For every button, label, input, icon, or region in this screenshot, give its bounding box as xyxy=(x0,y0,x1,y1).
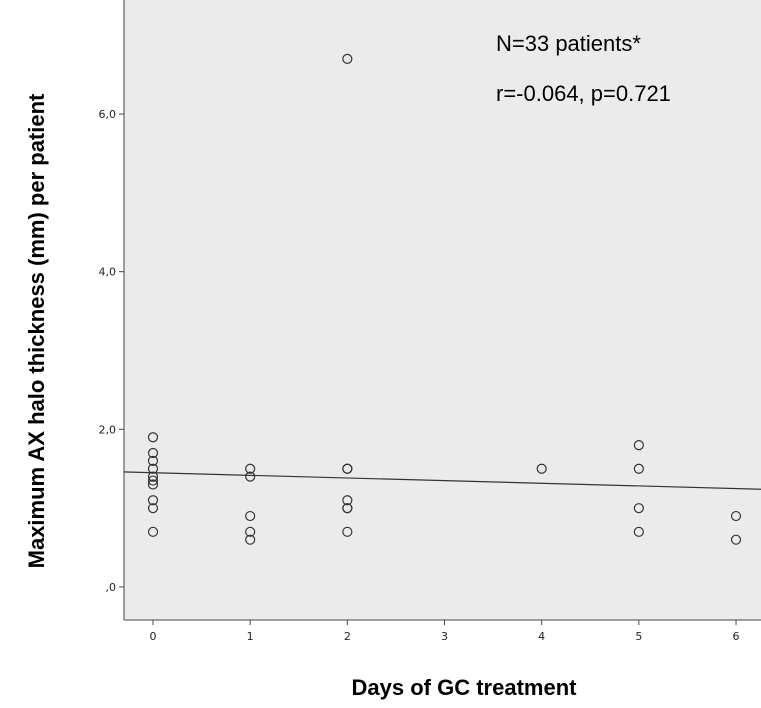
data-point xyxy=(147,463,159,474)
data-point xyxy=(342,463,353,474)
data-point xyxy=(342,53,353,64)
data-point xyxy=(245,471,256,482)
data-point xyxy=(245,526,256,537)
regression-line-layer xyxy=(123,471,761,490)
data-point xyxy=(633,463,644,474)
annotation-stats: r=-0.064, p=0.721 xyxy=(496,81,671,106)
data-point xyxy=(633,440,644,451)
data-point xyxy=(147,526,159,537)
data-point xyxy=(730,510,742,522)
x-tick-label: 1 xyxy=(247,630,254,643)
y-tick-label: ,0 xyxy=(106,581,117,594)
plot-area xyxy=(124,0,761,620)
x-tick-label: 5 xyxy=(635,630,642,643)
annotation-n: N=33 patients* xyxy=(496,31,641,56)
data-point xyxy=(245,534,256,545)
x-tick-label: 0 xyxy=(150,630,157,643)
data-point xyxy=(147,447,159,459)
data-point xyxy=(342,526,353,537)
y-axis-ticks: ,0 2,0 4,0 6,0 xyxy=(99,108,124,594)
data-point xyxy=(730,534,742,545)
data-point xyxy=(536,463,547,474)
data-point xyxy=(342,503,353,514)
data-point xyxy=(147,479,159,490)
data-point xyxy=(147,495,159,506)
data-point xyxy=(147,455,159,466)
data-point xyxy=(147,471,159,482)
y-axis-title: Maximum AX halo thickness (mm) per patie… xyxy=(24,93,49,568)
data-point xyxy=(245,463,256,474)
data-point xyxy=(147,503,159,514)
data-point xyxy=(342,495,353,506)
data-point xyxy=(633,503,644,514)
data-point xyxy=(245,510,256,522)
data-point xyxy=(633,526,644,537)
data-points xyxy=(147,53,742,545)
data-point xyxy=(147,432,159,443)
x-tick-label: 2 xyxy=(344,630,351,643)
y-tick-label: 2,0 xyxy=(99,423,117,436)
y-tick-label: 4,0 xyxy=(99,266,117,279)
x-tick-label: 4 xyxy=(538,630,545,643)
x-axis-ticks: 0 1 2 3 4 5 6 xyxy=(150,620,740,643)
data-point xyxy=(147,475,159,486)
y-tick-label: 6,0 xyxy=(99,108,117,121)
x-tick-label: 3 xyxy=(441,630,448,643)
x-tick-label: 6 xyxy=(733,630,740,643)
x-axis-title: Days of GC treatment xyxy=(352,675,578,700)
regression-line xyxy=(123,471,761,490)
